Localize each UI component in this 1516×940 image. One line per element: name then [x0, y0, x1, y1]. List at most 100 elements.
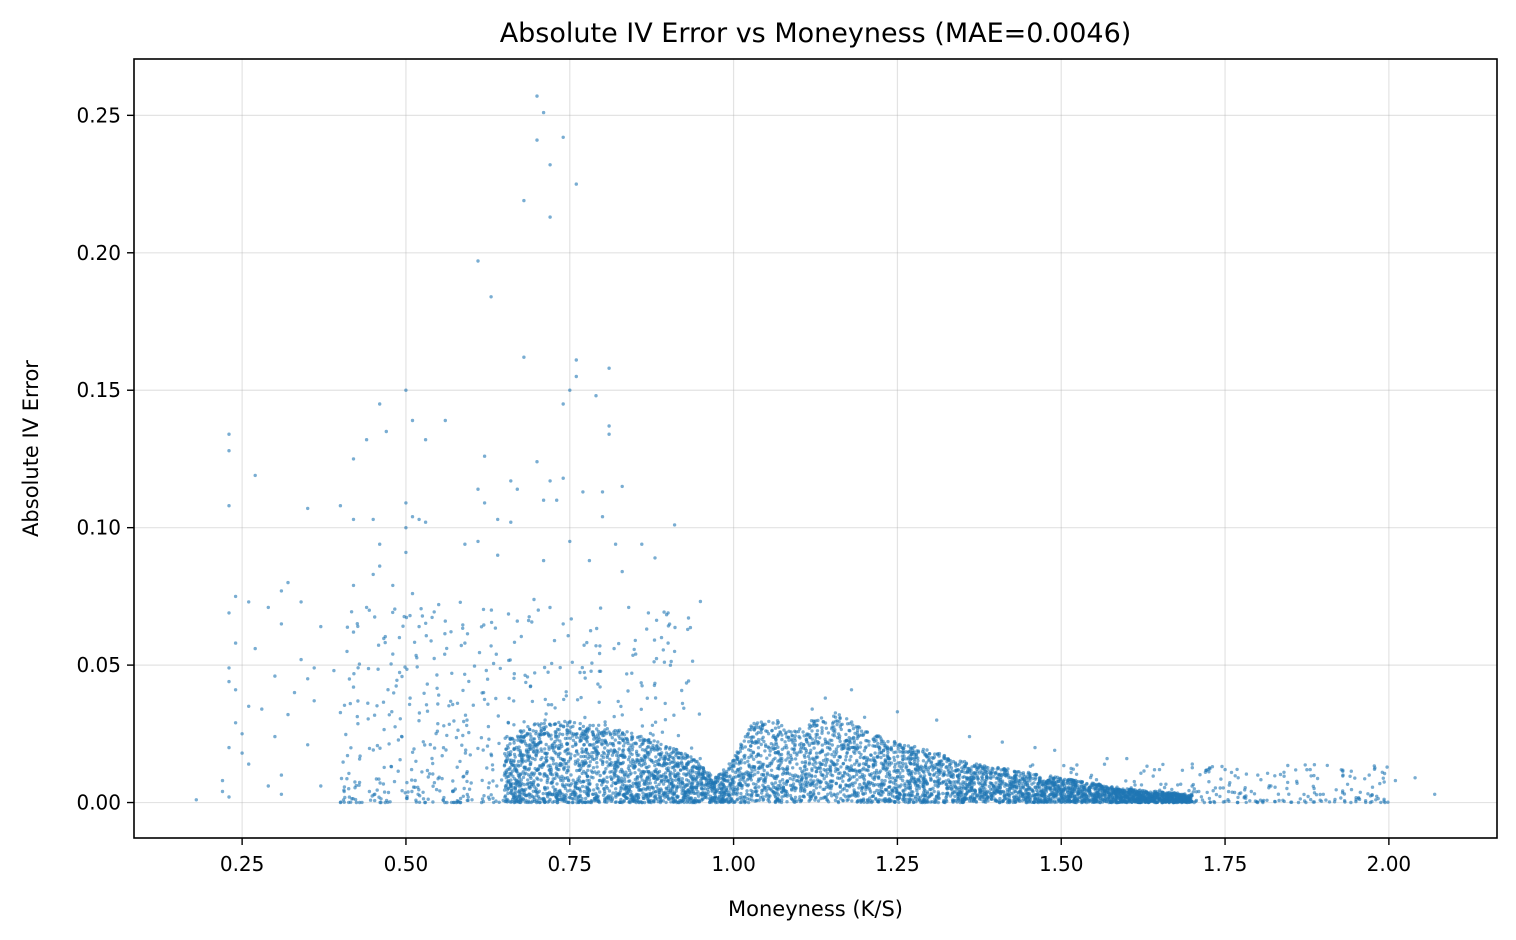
data-point	[738, 766, 743, 770]
data-point	[790, 787, 794, 791]
data-point	[835, 762, 839, 766]
data-point	[552, 788, 557, 792]
data-point	[803, 761, 807, 765]
data-point	[814, 751, 819, 755]
data-point	[736, 787, 740, 791]
data-point	[562, 767, 566, 772]
data-point	[757, 785, 761, 789]
data-point	[621, 744, 626, 748]
data-point	[989, 781, 993, 786]
data-point	[798, 766, 802, 771]
data-point	[877, 784, 882, 788]
data-point	[993, 786, 997, 790]
data-point	[820, 731, 824, 735]
data-point	[815, 729, 820, 733]
data-point	[752, 757, 756, 761]
data-point	[879, 750, 883, 755]
data-point	[719, 786, 723, 790]
data-point	[1005, 797, 1009, 801]
data-point	[578, 727, 582, 731]
data-point	[855, 772, 859, 777]
data-point	[865, 782, 870, 786]
data-point	[803, 764, 807, 769]
data-point	[601, 793, 606, 797]
data-point	[1062, 792, 1067, 796]
data-point	[543, 747, 547, 751]
data-point	[872, 763, 876, 767]
data-point	[953, 783, 957, 787]
data-point	[1050, 783, 1055, 788]
data-point	[1061, 788, 1066, 792]
data-point	[707, 800, 712, 805]
data-point	[631, 781, 635, 785]
data-point	[861, 776, 865, 780]
data-point	[936, 785, 940, 789]
data-point	[874, 797, 878, 802]
data-point	[627, 779, 631, 783]
data-point	[555, 767, 560, 772]
data-point	[989, 776, 993, 781]
data-point	[773, 781, 778, 785]
data-point	[1015, 798, 1020, 802]
data-point	[761, 723, 765, 727]
data-point	[970, 785, 974, 790]
data-point	[946, 769, 950, 773]
data-point	[727, 762, 731, 766]
data-point	[794, 730, 798, 734]
data-point	[990, 766, 994, 770]
data-point	[742, 739, 746, 743]
data-point	[1087, 785, 1092, 789]
data-point	[565, 776, 570, 780]
data-point	[792, 775, 796, 779]
data-point	[802, 753, 806, 758]
data-point	[746, 731, 750, 736]
data-point	[838, 755, 842, 759]
data-point	[731, 769, 735, 773]
data-point	[781, 785, 786, 789]
data-point	[583, 759, 587, 763]
data-point	[509, 783, 513, 788]
data-point	[629, 737, 634, 742]
data-point	[619, 797, 623, 802]
data-point	[724, 774, 728, 778]
data-point	[893, 795, 897, 799]
data-point	[805, 732, 809, 736]
data-point	[759, 754, 763, 758]
data-point	[793, 757, 798, 761]
data-point	[879, 755, 883, 760]
data-point	[668, 773, 672, 777]
data-point	[585, 778, 589, 782]
data-point	[551, 785, 555, 789]
data-point	[832, 714, 836, 718]
data-point	[756, 760, 760, 764]
data-point	[1007, 776, 1011, 780]
data-point	[891, 789, 895, 793]
data-point	[957, 772, 962, 776]
data-point	[972, 780, 976, 785]
data-point	[882, 798, 886, 802]
data-point	[971, 799, 976, 804]
data-point	[961, 785, 965, 789]
data-point	[949, 766, 954, 770]
data-point	[677, 751, 681, 756]
data-point	[858, 782, 862, 787]
data-point	[953, 769, 957, 773]
data-point	[900, 754, 904, 758]
data-point	[826, 731, 831, 735]
data-point	[1026, 772, 1030, 776]
data-point	[932, 772, 936, 776]
data-point	[814, 732, 818, 737]
data-point	[605, 760, 609, 764]
data-point	[522, 782, 526, 787]
data-point	[548, 771, 553, 775]
data-point	[1065, 780, 1070, 785]
data-point	[625, 730, 629, 734]
data-point	[1038, 776, 1043, 781]
data-point	[877, 798, 881, 802]
data-point	[725, 788, 729, 793]
data-point	[1083, 791, 1088, 796]
data-point	[933, 783, 937, 787]
data-point	[808, 735, 812, 740]
data-point	[506, 786, 510, 790]
